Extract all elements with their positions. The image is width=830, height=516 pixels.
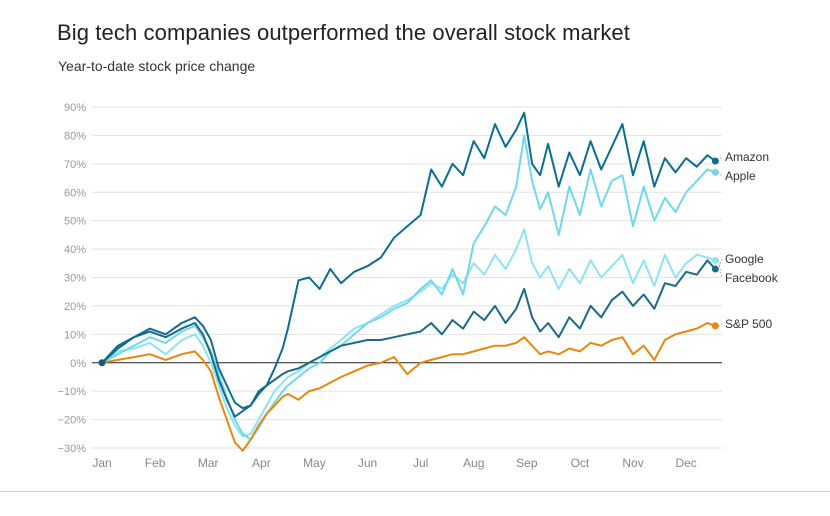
series-line-apple	[101, 134, 716, 441]
series-line-s-p-500	[101, 322, 716, 452]
x-tick-label: Apr	[252, 456, 271, 470]
end-point	[711, 168, 719, 176]
x-tick-label: Jul	[413, 456, 428, 470]
x-tick-label: Jan	[92, 456, 111, 470]
y-tick-label: 90%	[64, 102, 86, 114]
series-label: Amazon	[725, 150, 769, 164]
y-tick-label: −30%	[58, 443, 87, 455]
x-tick-label: Dec	[675, 456, 696, 470]
end-point	[711, 322, 719, 330]
end-point	[711, 256, 719, 264]
line-chart: 90% 80% 70% 60% 50% 40% 30% 20% 10% 0% −10% −20% −30…	[58, 102, 779, 470]
label-leader	[717, 156, 723, 162]
end-point	[711, 157, 719, 165]
x-tick-label: Aug	[463, 456, 484, 470]
footer-divider	[0, 491, 830, 492]
x-tick-label: May	[303, 456, 326, 470]
y-tick-label: 60%	[64, 187, 86, 199]
y-tick-label: 10%	[64, 329, 86, 341]
series-line-google	[101, 259, 717, 418]
y-tick-label: −10%	[58, 386, 87, 398]
x-tick-label: Oct	[571, 456, 590, 470]
y-tick-label: 30%	[64, 273, 86, 285]
end-point	[711, 265, 719, 273]
x-tick-label: Mar	[198, 456, 219, 470]
x-tick-label: Nov	[622, 456, 643, 470]
series-line-amazon	[101, 111, 716, 410]
y-tick-label: 40%	[64, 244, 86, 256]
x-tick-label: Jun	[358, 456, 377, 470]
x-tick-label: Sep	[516, 456, 538, 470]
y-tick-label: 50%	[64, 216, 86, 228]
series-line-facebook	[101, 228, 716, 438]
y-tick-label: 0%	[70, 358, 86, 370]
y-tick-label: −20%	[58, 415, 87, 427]
chart-subtitle: Year-to-date stock price change	[58, 58, 256, 74]
start-point	[98, 359, 106, 367]
chart-title: Big tech companies outperformed the over…	[57, 20, 630, 45]
x-tick-label: Feb	[145, 456, 166, 470]
series-label: Google	[725, 252, 764, 266]
label-leader	[718, 323, 723, 327]
series-label: S&P 500	[725, 317, 772, 331]
series-label: Facebook	[725, 271, 779, 285]
series-label: Apple	[725, 169, 756, 183]
label-leader	[717, 172, 723, 177]
y-tick-label: 80%	[64, 130, 86, 142]
y-tick-label: 20%	[64, 301, 86, 313]
y-tick-label: 70%	[64, 159, 86, 171]
